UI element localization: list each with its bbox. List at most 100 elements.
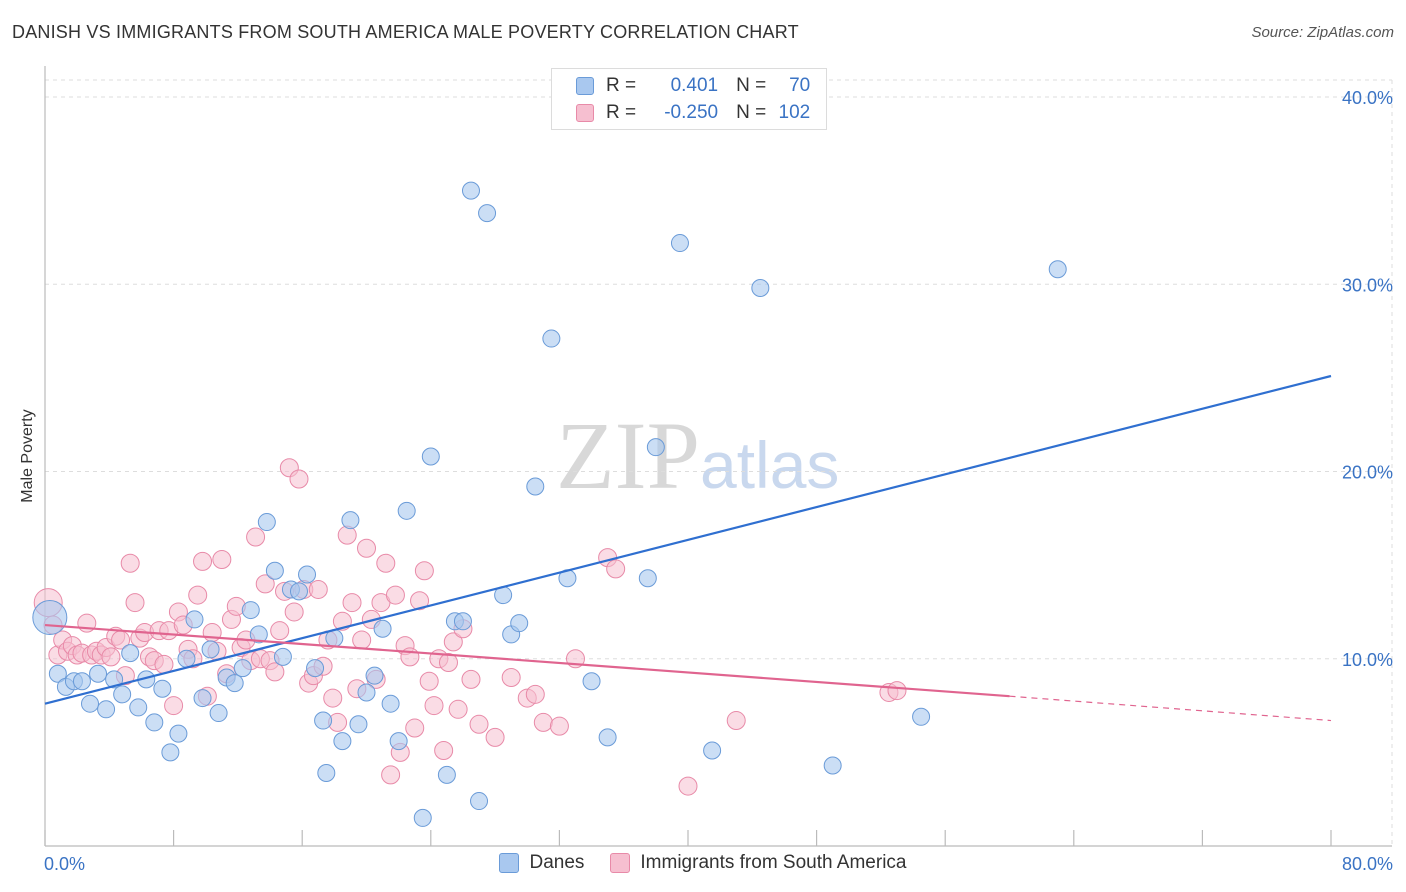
danes-point (470, 792, 489, 811)
tick-labels: 10.0% 20.0% 30.0% 40.0% 0.0% 80.0% (44, 88, 1393, 874)
immigrants-point (164, 696, 184, 716)
danes-point (201, 640, 220, 659)
watermark-zip: ZIP (556, 402, 700, 509)
immigrants-point (533, 712, 553, 732)
immigrants-point (678, 776, 698, 796)
immigrants-point (308, 579, 328, 599)
immigrants-point (448, 699, 468, 719)
legend-item-immigrants[interactable]: Immigrants from South America (610, 852, 907, 874)
legend-n-value-danes: 70 (789, 75, 811, 96)
danes-point (341, 511, 360, 530)
legend-n-label: N = (736, 102, 767, 123)
legend-label-danes: Danes (529, 852, 585, 873)
legend-r-value-immigrants: -0.250 (664, 102, 719, 123)
y-tick-label: 20.0% (1342, 463, 1393, 483)
immigrants-point (357, 538, 376, 558)
danes-point (421, 447, 440, 466)
immigrants-point (376, 553, 396, 573)
danes-point (121, 644, 140, 663)
immigrants-point (352, 630, 372, 650)
danes-point (306, 659, 325, 678)
y-tick-label: 40.0% (1342, 88, 1393, 108)
danes-point (349, 715, 368, 734)
immigrants-point (424, 696, 444, 716)
immigrants-point (405, 718, 425, 738)
danes-point (333, 732, 352, 751)
danes-point (389, 732, 408, 751)
immigrants-point (120, 553, 140, 573)
immigrants-point (125, 593, 145, 613)
trend-lines (44, 374, 1332, 722)
immigrants-point (265, 662, 285, 682)
immigrants-point (385, 585, 405, 605)
immigrants-point (284, 602, 304, 622)
immigrants-point (525, 684, 545, 704)
danes-trend-line (44, 374, 1332, 705)
legend-r-label: R = (606, 75, 637, 96)
danes-point (193, 689, 212, 708)
immigrants-point (419, 671, 439, 691)
danes-point (542, 329, 561, 348)
danes-point (646, 438, 665, 457)
danes-point (357, 683, 376, 702)
danes-point (582, 672, 601, 691)
danes-point (241, 601, 260, 620)
legend-item-danes[interactable]: Danes (499, 852, 584, 874)
danes-point (437, 765, 456, 784)
immigrants-point (485, 727, 505, 747)
bottom-legend: Danes Immigrants from South America (0, 852, 1406, 874)
danes-point (273, 647, 292, 666)
danes-point (510, 614, 529, 633)
danes-point (225, 674, 244, 693)
immigrants-point (193, 551, 213, 571)
danes-point (1048, 260, 1067, 279)
chart-title: DANISH VS IMMIGRANTS FROM SOUTH AMERICA … (12, 22, 799, 42)
danes-point (177, 649, 196, 668)
danes-point (298, 565, 317, 584)
chart-source: Source: ZipAtlas.com (1251, 24, 1394, 41)
immigrants-point (414, 561, 434, 581)
danes-point (413, 808, 432, 827)
immigrants-point (434, 741, 454, 761)
legend-swatch-immigrants (576, 104, 594, 122)
danes-point (598, 728, 617, 747)
danes-point (373, 619, 392, 638)
danes-point (113, 685, 132, 704)
danes-point (526, 477, 545, 496)
grid (45, 79, 1393, 846)
immigrants-point (438, 652, 458, 672)
danes-point (703, 741, 722, 760)
immigrants-trend-line (44, 623, 1010, 698)
danes-point (249, 625, 268, 644)
danes-point (265, 561, 284, 580)
immigrants-point (101, 647, 121, 667)
immigrants-point (443, 632, 463, 652)
danes-point (670, 234, 689, 253)
legend-n-label: N = (736, 75, 767, 96)
series-danes-points (32, 181, 1067, 827)
y-tick-label: 30.0% (1342, 275, 1393, 295)
immigrants-point (726, 711, 746, 731)
legend-swatch-danes (499, 853, 520, 873)
immigrants-point (342, 593, 362, 613)
immigrants-point (246, 527, 266, 547)
danes-point (461, 181, 480, 200)
x-tick-label-max: 80.0% (1342, 854, 1393, 874)
x-tick-label-min: 0.0% (44, 854, 85, 874)
correlation-legend: R = 0.401 N = 70 R = -0.250 N = 102 (551, 68, 827, 130)
immigrants-point (270, 621, 290, 641)
y-tick-label: 10.0% (1342, 650, 1393, 670)
danes-point (169, 724, 188, 743)
danes-point (161, 743, 180, 762)
immigrants-point (212, 550, 232, 570)
danes-point (145, 713, 164, 732)
watermark: ZIPatlas (556, 400, 839, 511)
immigrants-point (289, 469, 309, 489)
watermark-atlas: atlas (700, 428, 840, 502)
danes-point (381, 694, 400, 713)
danes-point (397, 501, 416, 520)
danes-point (185, 610, 204, 629)
danes-point (105, 670, 124, 689)
danes-point (912, 707, 931, 726)
legend-r-value-danes: 0.401 (670, 75, 719, 96)
